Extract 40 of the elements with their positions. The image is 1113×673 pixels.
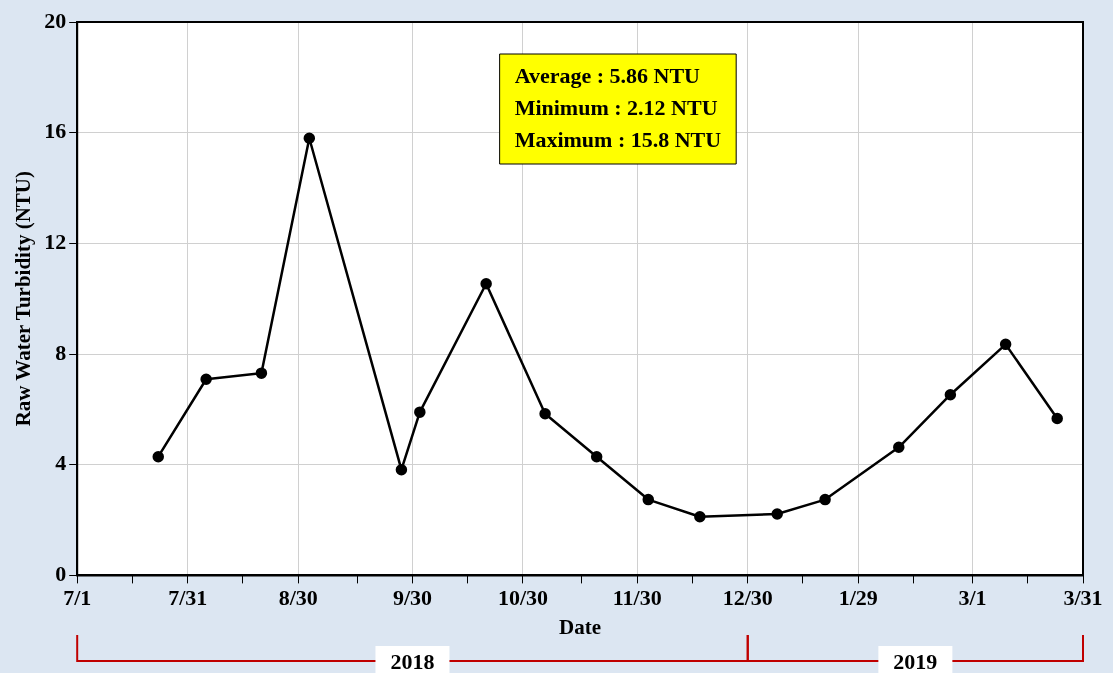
x-axis-title: Date [559,614,602,639]
point [999,338,1012,351]
x-tick-label: 8/30 [278,585,318,611]
y-tick-label: 16 [44,118,67,144]
x-tick-label: 10/30 [497,585,549,611]
y-tick-label: 4 [55,450,67,476]
point [395,463,408,476]
x-tick-label: 7/1 [63,585,92,611]
point [414,406,426,418]
x-tick-label: 1/29 [838,585,878,611]
point [1051,412,1063,425]
y-axis-title: Raw Water Turbidity (NTU) [11,171,36,427]
point [771,508,783,520]
x-tick-label: 12/30 [722,585,773,611]
text: 2019 [893,648,938,673]
annotation: Minimum : 2.12 NTU [514,94,718,120]
annotation: Average : 5.86 NTU [514,62,701,88]
point [893,441,905,454]
annotation: Maximum : 15.8 NTU [514,126,722,152]
y-tick-label: 12 [44,229,67,255]
x-tick-label: 11/30 [612,585,662,611]
x-tick-label: 3/31 [1063,585,1103,611]
x-tick-label: 9/30 [392,585,433,611]
point [590,450,603,463]
point [480,278,492,290]
point [152,450,164,463]
y-tick-label: 0 [55,561,67,587]
x-tick-label: 7/31 [168,585,208,611]
point [255,367,268,379]
point [694,510,706,523]
point [539,408,551,420]
point [642,493,655,506]
x-tick-label: 3/1 [958,585,987,611]
point [819,493,831,506]
point [303,132,316,144]
point [944,388,957,401]
y-tick-label: 20 [44,7,67,33]
text: 2018 [390,648,435,673]
y-tick-label: 8 [55,339,67,365]
point [200,373,212,385]
